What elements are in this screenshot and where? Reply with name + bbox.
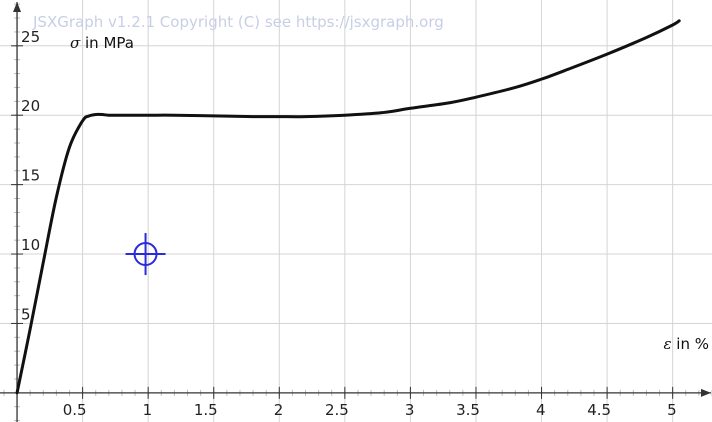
x-axis-symbol: ε [663, 335, 671, 353]
y-tick-label: 10 [21, 236, 40, 254]
tick-labels: 0.5 1 1.5 2 2.5 3 3.5 4 4.5 5 5 10 15 20 25 [21, 28, 677, 419]
x-axis-arrow [701, 388, 711, 397]
y-tick-label: 15 [21, 167, 40, 185]
minor-ticks [3, 3, 712, 422]
y-axis-label: σ in MPa [70, 34, 134, 52]
series-layer [15, 19, 681, 395]
x-tick-label: 1.5 [194, 401, 218, 419]
y-tick-label: 5 [21, 305, 31, 323]
y-axis-arrow [13, 2, 22, 12]
x-axis-text: in % [672, 335, 709, 353]
watermark: JSXGraph v1.2.1 Copyright (C) see https:… [32, 13, 444, 31]
y-tick-label: 25 [21, 28, 40, 46]
x-tick-label: 2 [274, 401, 284, 419]
stress-strain-curve [15, 19, 681, 395]
x-tick-label: 1 [143, 401, 153, 419]
x-tick-label: 0.5 [63, 401, 87, 419]
x-tick-label: 4 [536, 401, 546, 419]
x-tick-label: 3 [405, 401, 415, 419]
x-axis-label: ε in % [663, 335, 709, 353]
x-tick-label: 5 [667, 401, 677, 419]
x-tick-label: 4.5 [587, 401, 611, 419]
y-tick-label: 20 [21, 97, 40, 115]
draggable-point[interactable] [125, 233, 166, 276]
y-axis-text: in MPa [80, 34, 134, 52]
point-layer[interactable] [125, 233, 166, 276]
x-tick-label: 3.5 [456, 401, 480, 419]
x-tick-label: 2.5 [325, 401, 349, 419]
y-axis-symbol: σ [70, 34, 81, 52]
